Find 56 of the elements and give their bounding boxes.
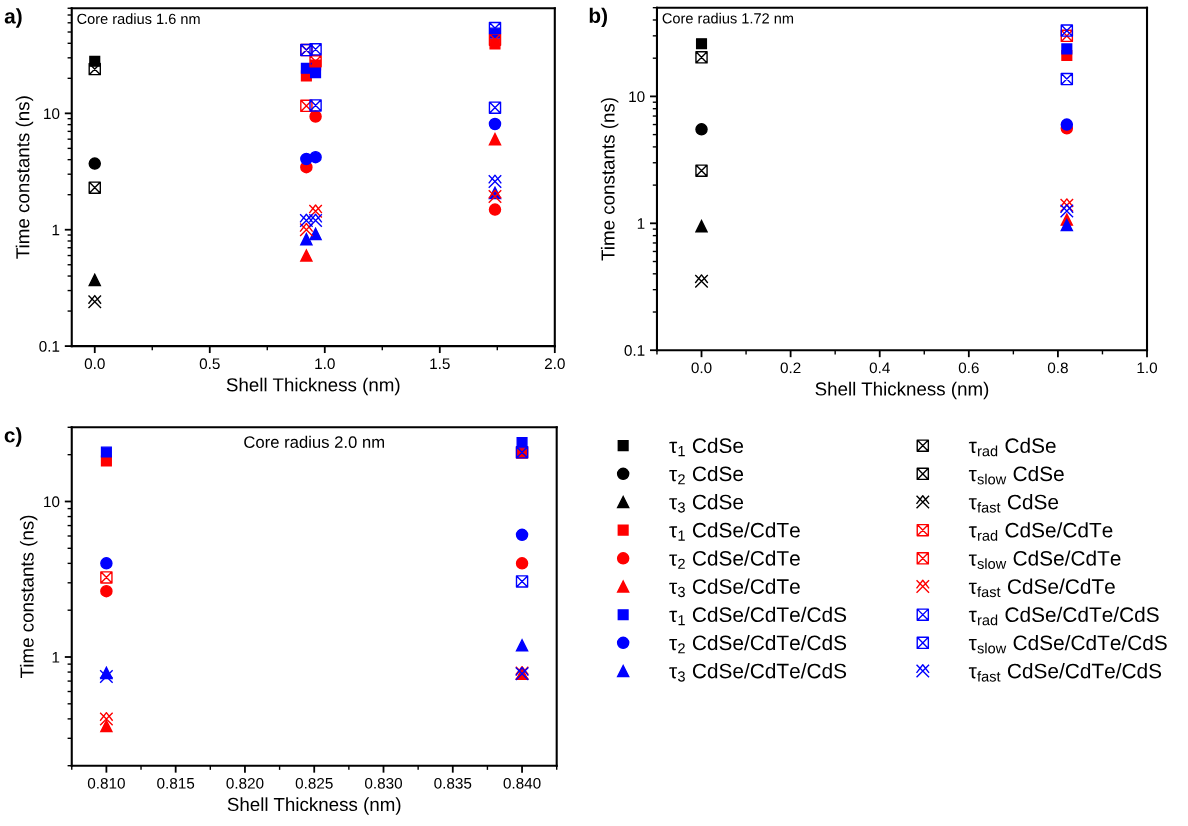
x-tick-label: 0.8 [1047,362,1068,374]
x-tick-label: 0.0 [84,358,105,370]
chart-title: a) [4,8,22,28]
x-tick-label: 0.815 [157,777,195,789]
y-axis-title: Time constants (ns) [19,515,38,679]
legend-label: τ$_{1}$ CdSe [669,437,744,457]
legend-label: τ$_{3}$ CdSe/CdTe [669,578,800,598]
legend-label: τ$_{rad}$ CdSe/CdTe/CdS [968,606,1159,626]
y-tick-label: 10 [44,496,60,508]
y-tick-label: 1 [52,652,60,663]
y-tick-label: 1 [637,218,645,229]
x-tick-label: 0.810 [87,777,125,789]
x-tick-label: 0.835 [434,777,472,789]
x-tick-label: 0.830 [364,777,403,789]
legend-label: τ$_{rad}$ CdSe/CdTe [968,522,1113,541]
y-axis-title: Time constants (ns) [15,96,34,259]
legend-label: τ$_{3}$ CdSe [669,494,744,513]
x-tick-label: 0.2 [780,362,801,374]
x-axis-title: Shell Thickness (nm) [815,381,989,400]
y-tick-label: 0.1 [39,340,60,352]
legend-label: τ$_{3}$ CdSe/CdTe/CdS [669,663,847,682]
x-tick-label: 0.825 [295,777,333,789]
x-tick-label: 0.6 [958,362,979,374]
legend-label: τ$_{rad}$ CdSe [968,437,1056,457]
legend-label: τ$_{2}$ CdSe [669,465,744,485]
x-tick-label: 0.820 [226,777,264,789]
chart-title: c) [4,427,22,447]
legend-label: τ$_{fast}$ CdSe [968,494,1059,513]
annotation: Core radius 1.6 nm [77,13,200,25]
y-tick-label: 0.1 [624,345,645,356]
x-tick-label: 0.840 [503,777,541,789]
legend-label: τ$_{fast}$ CdSe/CdTe/CdS [968,663,1162,682]
legend-label: τ$_{2}$ CdSe/CdTe/CdS [669,634,847,654]
y-axis-title: Time constants (ns) [600,98,619,261]
x-tick-label: 0.5 [199,358,220,370]
y-tick-label: 1 [52,224,60,236]
x-tick-label: 1.5 [430,358,450,370]
annotation: Core radius 2.0 nm [244,435,384,448]
legend-label: τ$_{1}$ CdSe/CdTe [669,522,800,541]
legend-label: τ$_{slow}$ CdSe/CdTe/CdS [968,634,1167,654]
chart-title: b) [589,7,607,28]
legend-label: τ$_{slow}$ CdSe/CdTe [968,550,1121,569]
x-tick-label: 1.0 [1137,362,1158,374]
legend-label: τ$_{fast}$ CdSe/CdTe [968,578,1115,598]
legend-label: τ$_{1}$ CdSe/CdTe/CdS [669,606,847,626]
x-tick-label: 2.0 [544,358,565,370]
x-tick-label: 0.0 [691,362,712,374]
x-tick-label: 0.4 [869,362,890,374]
annotation: Core radius 1.72 nm [662,12,794,24]
x-tick-label: 1.0 [315,358,335,370]
legend-label: τ$_{2}$ CdSe/CdTe [669,550,800,569]
y-tick-label: 10 [44,108,60,120]
legend-label: τ$_{slow}$ CdSe [968,465,1064,485]
x-axis-title: Shell Thickness (nm) [226,377,400,396]
x-axis-title: Shell Thickness (nm) [227,797,401,815]
y-tick-label: 10 [629,91,645,103]
